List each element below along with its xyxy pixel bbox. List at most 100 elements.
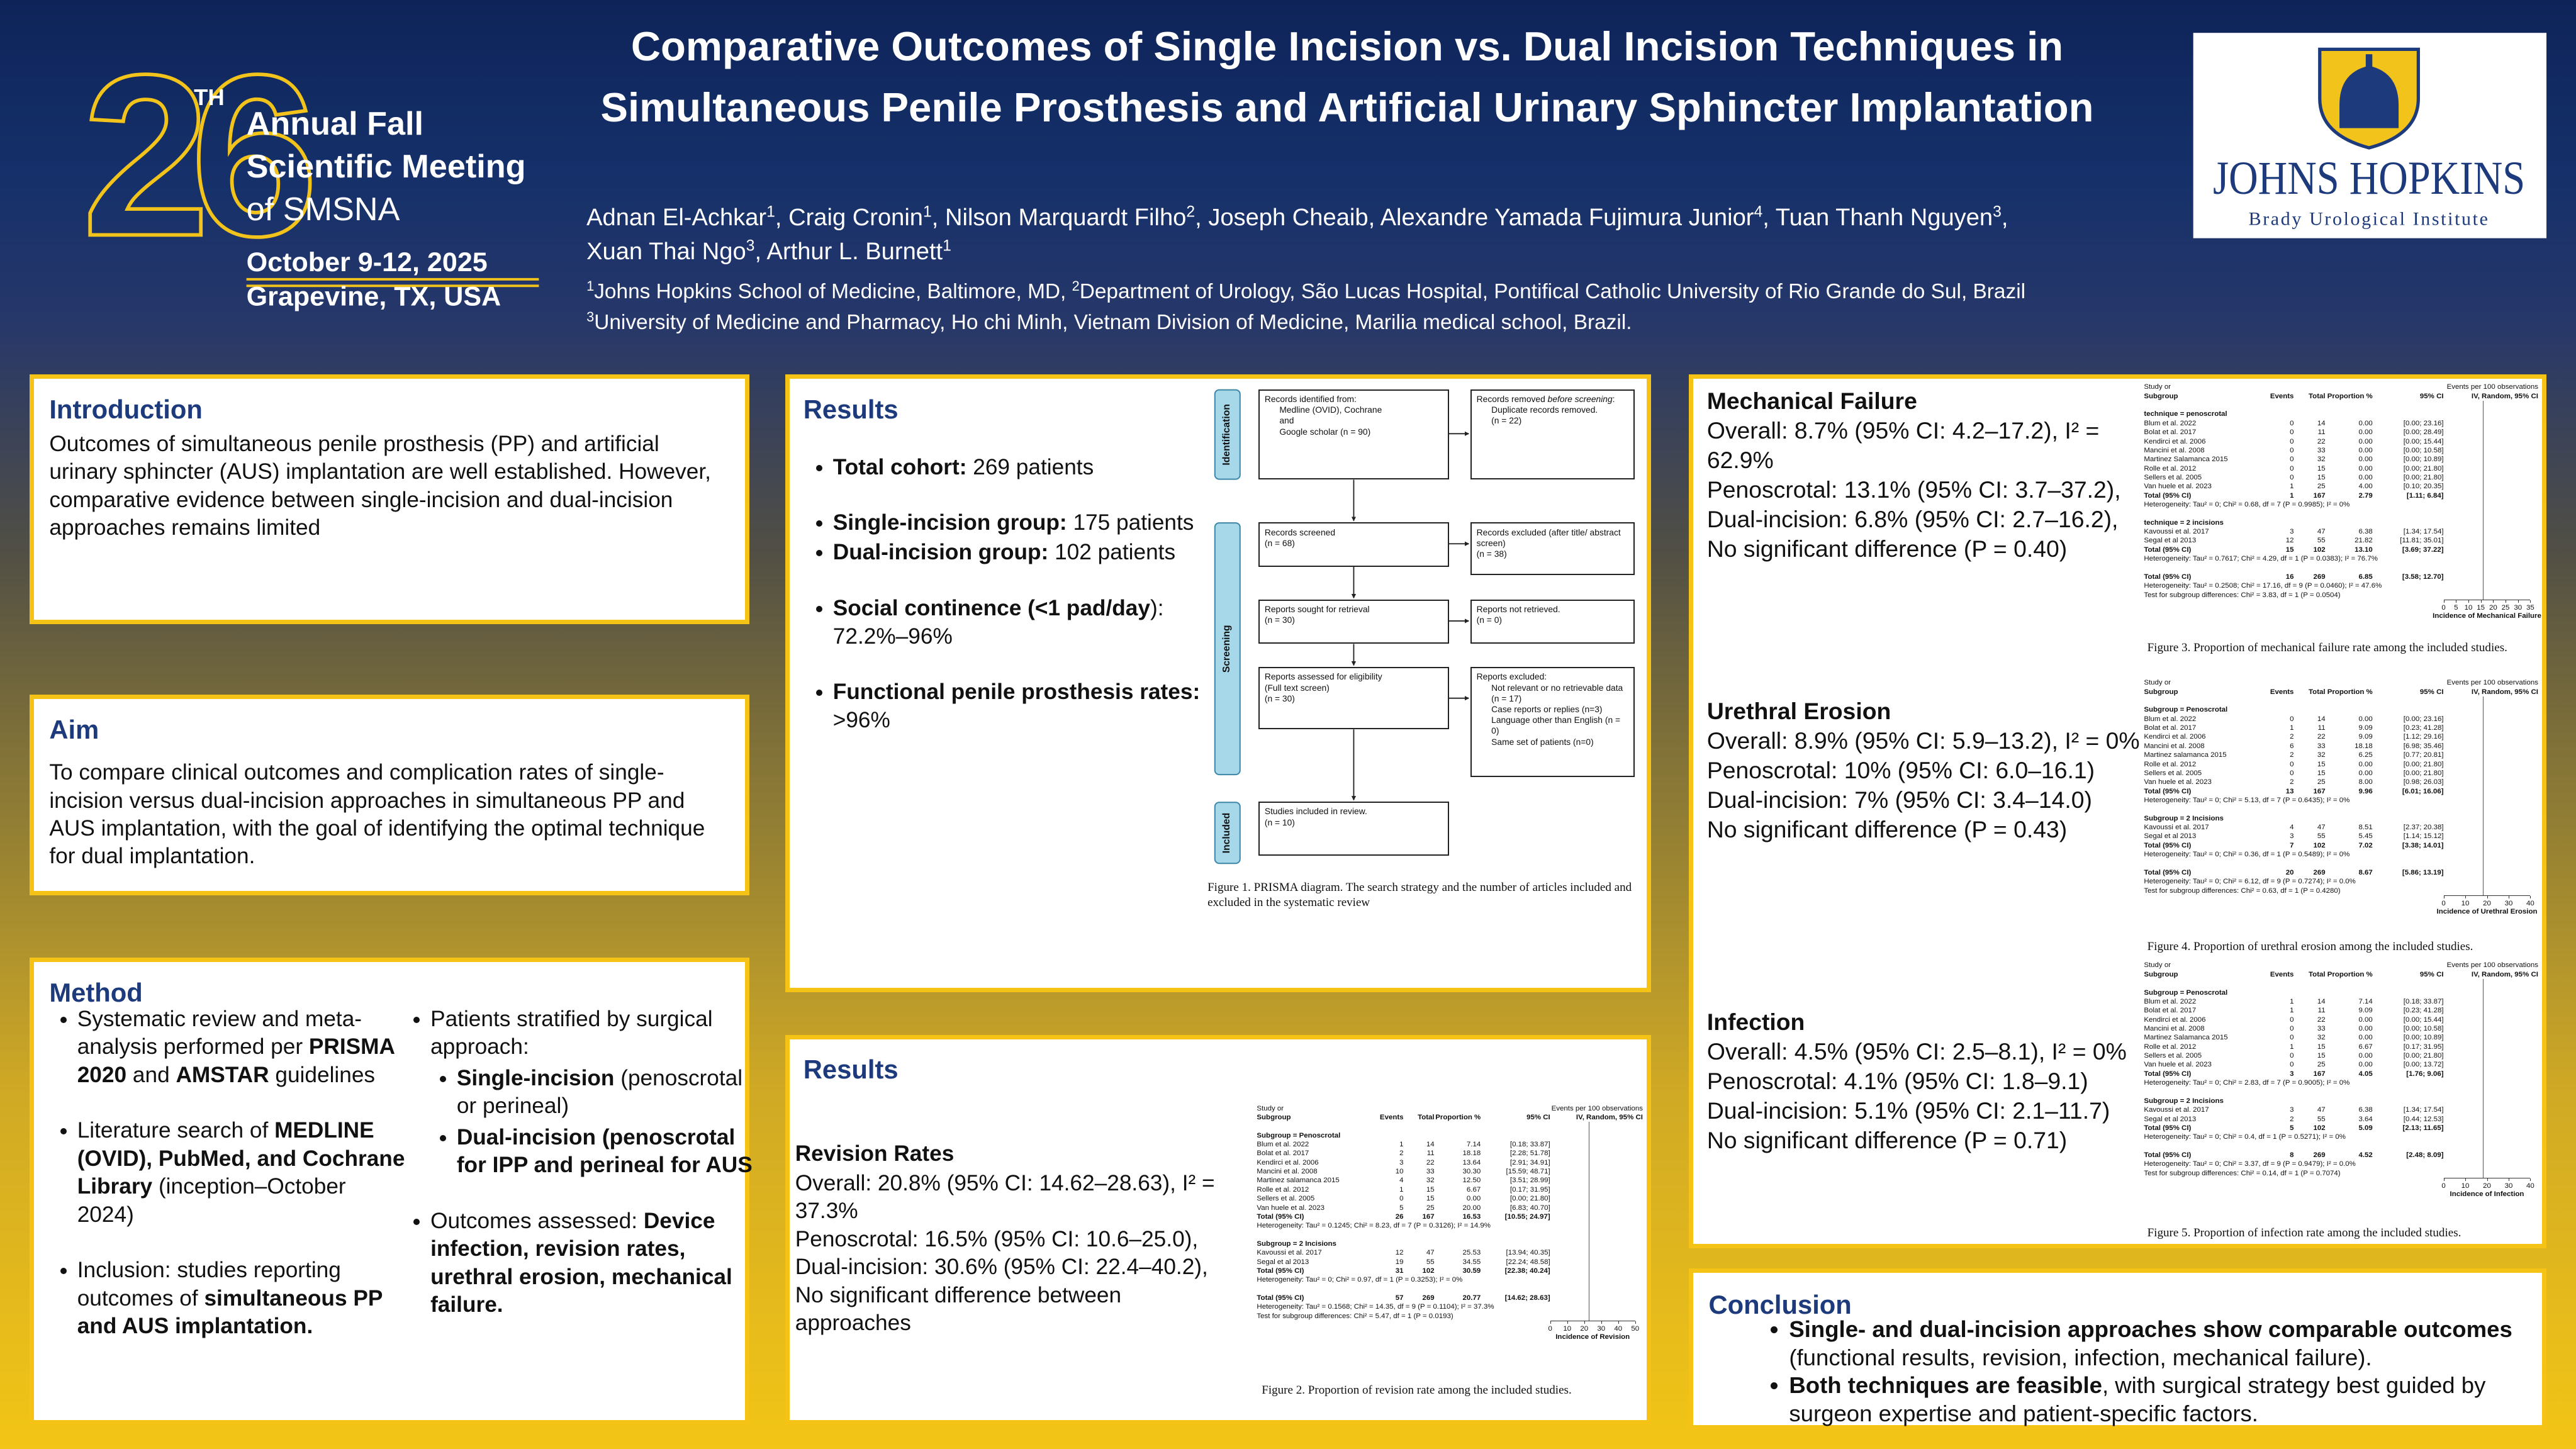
forest-cell: 2 xyxy=(2290,733,2294,741)
list-item: Dual-incision (penoscrotal for IPP and p… xyxy=(457,1124,767,1180)
forest-cell: Blum et al. 2022 xyxy=(2144,419,2197,427)
heterogeneity: Heterogeneity: Tau² = 0.1568; Chi² = 14.… xyxy=(1257,1303,1494,1311)
column-header: Subgroup xyxy=(2144,688,2178,696)
forest-row: Bolat et al. 2017 0 11 0.00 [0.00; 28.49] xyxy=(2144,428,2538,437)
forest-cell: [0.00; 13.72] xyxy=(2403,1061,2444,1069)
tick-mark xyxy=(1618,1321,1619,1324)
forest-cell: [1.34; 17.54] xyxy=(2403,528,2444,536)
forest-cell: 6.67 xyxy=(1466,1185,1481,1194)
forest-cell: 57 xyxy=(1395,1294,1404,1302)
text-run: Outcomes assessed: xyxy=(430,1209,644,1234)
affiliation-text: University of Medicine and Pharmacy, Ho … xyxy=(594,311,1632,335)
forest-row: Study or Events per 100 observations xyxy=(2144,383,2538,391)
authors: Adnan El-Achkar1, Craig Cronin1, Nilson … xyxy=(586,201,2065,270)
forest-cell: 32 xyxy=(2317,751,2326,759)
forest-cell: Mancini et al. 2008 xyxy=(2144,1024,2205,1032)
prisma-box: Studies included in review. (n = 10) xyxy=(1258,802,1449,856)
tick-mark xyxy=(2468,600,2469,603)
list-item: Single-incision group: 175 patients xyxy=(833,509,1236,537)
tick-label: 40 xyxy=(2526,1182,2534,1190)
forest-cell: Martinez salamanca 2015 xyxy=(1257,1177,1340,1185)
box-line: Reports sought for retrieval xyxy=(1264,604,1370,615)
forest-row: Subgroup Events Total Proportion % 95% CI IV,… xyxy=(1257,1113,1643,1122)
forest-cell: [3.58; 12.70] xyxy=(2402,573,2444,581)
forest-row: Subgroup Events Total Proportion % 95% CI IV,… xyxy=(2144,392,2538,401)
forest-cell: 22 xyxy=(2317,437,2326,445)
tick-label: 30 xyxy=(1597,1325,1606,1333)
forest-cell: [1.14; 15.12] xyxy=(2403,832,2444,841)
tick-mark xyxy=(1635,1321,1636,1324)
forest-cell: 15 xyxy=(2317,1043,2326,1051)
tick-label: 30 xyxy=(2504,900,2513,908)
forest-cell: [1.76; 9.06] xyxy=(2406,1070,2444,1078)
forest-row: Heterogeneity: Tau² = 0.7617; Chi² = 4.2… xyxy=(2144,554,2538,563)
forest-plot: Study or Events per 100 observations Subgr… xyxy=(2144,383,2541,629)
column-header: IV, Random, 95% CI xyxy=(1576,1113,1643,1121)
forest-cell: Mancini et al. 2008 xyxy=(2144,742,2205,750)
forest-cell: 0.00 xyxy=(2358,437,2373,445)
heading: Results xyxy=(803,394,899,424)
forest-cell: 0.00 xyxy=(2358,428,2373,437)
forest-cell: Sellers et al. 2005 xyxy=(2144,769,2202,777)
forest-cell: Kavoussi et al. 2017 xyxy=(2144,1106,2209,1114)
box-line: (Full text screen) xyxy=(1264,682,1330,693)
forest-cell: 167 xyxy=(2313,1070,2326,1078)
author-name: Tuan Thanh Nguyen xyxy=(1775,203,1993,231)
forest-cell: 14 xyxy=(2317,419,2326,427)
forest-cell: 4 xyxy=(2290,824,2294,832)
forest-cell: 8 xyxy=(2290,1151,2294,1159)
text-run: 175 patients xyxy=(1067,510,1194,535)
heterogeneity: Heterogeneity: Tau² = 0.7617; Chi² = 4.2… xyxy=(2144,555,2378,563)
forest-cell: 0.00 xyxy=(2358,464,2373,473)
result-line: Overall: 20.8% (95% CI: 14.62–28.63), I²… xyxy=(795,1171,1215,1224)
forest-row: Kendirci et al. 2006 0 22 0.00 [0.00; 15.44] xyxy=(2144,1015,2538,1024)
box-line: Records screened xyxy=(1264,527,1336,537)
forest-cell: [0.00; 23.16] xyxy=(2403,419,2444,427)
forest-cell: 167 xyxy=(1422,1212,1435,1221)
forest-row: Heterogeneity: Tau² = 0; Chi² = 2.83, df… xyxy=(2144,1078,2538,1087)
outcome-line: Penoscrotal: 10% (95% CI: 6.0–16.1) xyxy=(1706,757,2095,784)
forest-cell: [0.00; 10.58] xyxy=(2403,446,2444,454)
forest-row: Martinez Salamanca 2015 0 32 0.00 [0.00; 10.… xyxy=(2144,1033,2538,1042)
forest-cell: 0 xyxy=(2290,769,2294,777)
outcome-title: Infection xyxy=(1706,1008,1805,1035)
forest-cell: 4.05 xyxy=(2358,1070,2373,1078)
list: Total cohort: 269 patients Single-incisio… xyxy=(805,454,1235,763)
heading: Aim xyxy=(49,714,99,744)
tick-label: 30 xyxy=(2514,604,2523,612)
column-header: 95% CI xyxy=(2419,688,2444,696)
bold-text: MEDLINE (OVID), PubMed, and Cochrane Lib… xyxy=(77,1118,405,1199)
forest-cell: 8.51 xyxy=(2358,824,2373,832)
forest-cell: 1 xyxy=(1399,1185,1404,1194)
forest-cell: 0.00 xyxy=(2358,769,2373,777)
poster-title: Comparative Outcomes of Single Incision … xyxy=(600,23,2094,130)
subgroup-test: Test for subgroup differences: Chi² = 0.… xyxy=(2144,1169,2341,1177)
meeting-line: Annual Fall xyxy=(247,106,423,142)
forest-row: Test for subgroup differences: Chi² = 3.… xyxy=(2144,591,2538,600)
forest-cell: 33 xyxy=(2317,446,2326,454)
x-axis: 0 10 20 30 40 Incidence of Urethral Erosion xyxy=(2437,895,2537,915)
forest-cell: Rolle et al. 2012 xyxy=(2144,464,2197,473)
forest-cell: 2 xyxy=(2290,751,2294,759)
forest-cell: Rolle et al. 2012 xyxy=(2144,760,2197,768)
forest-cell: 11 xyxy=(1426,1150,1435,1158)
forest-cell: 0 xyxy=(2290,1034,2294,1042)
forest-cell: [5.86; 13.19] xyxy=(2402,868,2444,876)
column-header: Proportion % xyxy=(2327,688,2373,696)
forest-cell: 0 xyxy=(2290,1015,2294,1024)
author-affiliation: 1 xyxy=(943,237,951,255)
list-item: Single-incision (penoscrotal or perineal… xyxy=(457,1065,767,1121)
forest-cell: [0.44; 12.53] xyxy=(2403,1115,2444,1123)
forest-cell: [0.77; 20.81] xyxy=(2403,751,2444,759)
forest-cell: 11 xyxy=(2317,724,2326,732)
column-header: Events xyxy=(2270,970,2294,978)
list-item: Dual-incision group: 102 patients xyxy=(833,539,1236,566)
bold-text: Single- and dual-incision approaches sho… xyxy=(1789,1316,2512,1343)
list-item: Functional penile prosthesis rates: >96% xyxy=(833,678,1236,734)
forest-cell: 6 xyxy=(2290,742,2294,750)
logo-name: JOHNS HOPKINS xyxy=(2213,152,2525,204)
forest-cell: 0 xyxy=(2290,473,2294,481)
forest-cell: Rolle et al. 2012 xyxy=(2144,1043,2197,1051)
tick-label: 20 xyxy=(2483,1182,2491,1190)
forest-cell: 4 xyxy=(1399,1177,1404,1185)
